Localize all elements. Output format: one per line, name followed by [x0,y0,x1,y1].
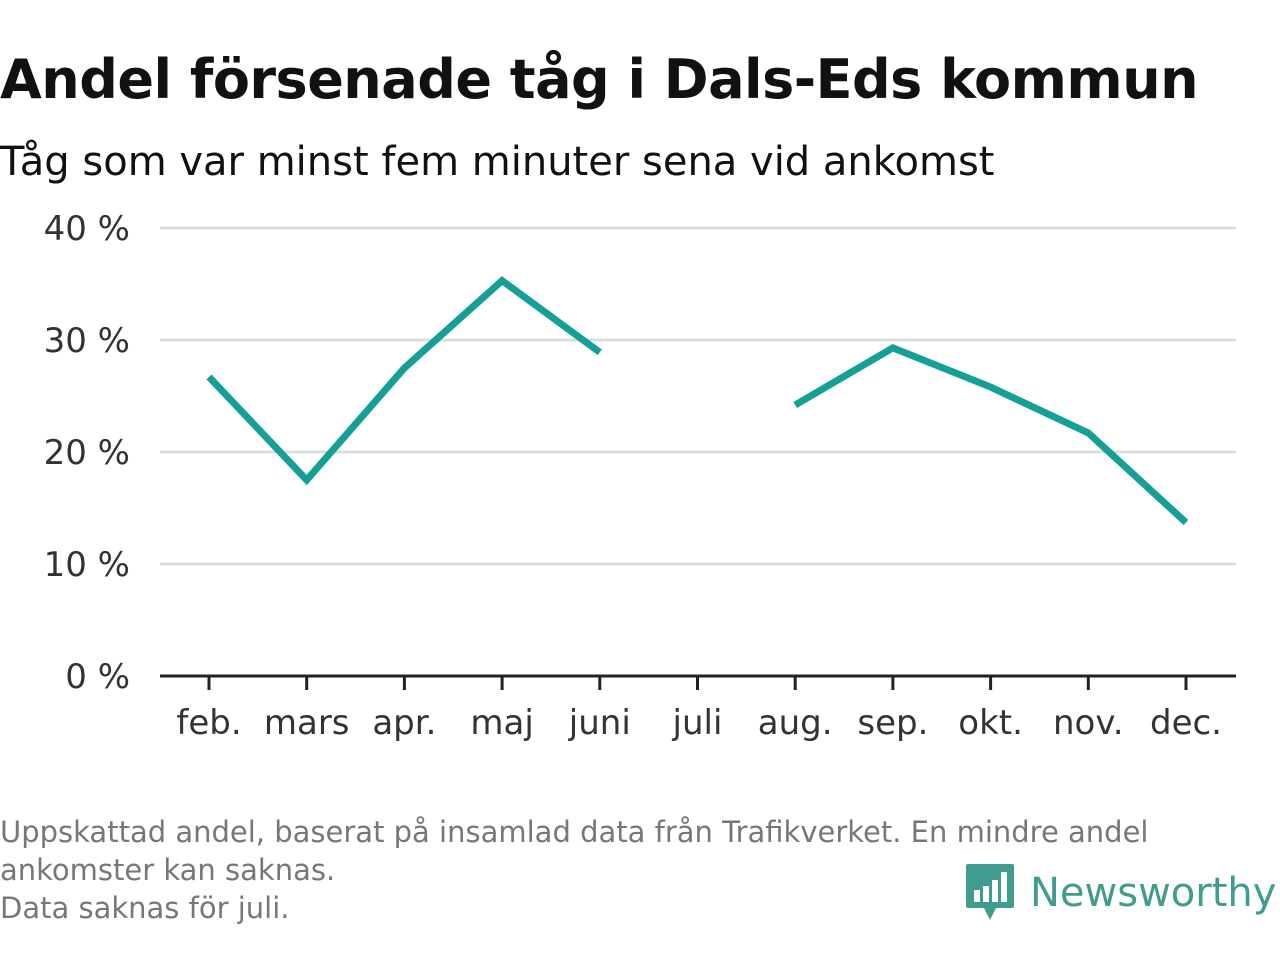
series-line [206,276,602,486]
series-line [793,343,1189,526]
x-tick-label: feb. [176,703,241,743]
y-tick-label: 30 % [44,321,130,361]
x-tick-label: aug. [758,703,833,743]
chart-subtitle: Tåg som var minst fem minuter sena vid a… [0,139,995,185]
y-tick-label: 0 % [65,657,130,697]
footnote-line-1: Uppskattad andel, baserat på insamlad da… [0,815,1149,849]
x-tick-label: juli [672,703,723,743]
footnote: Uppskattad andel, baserat på insamlad da… [0,813,1270,927]
x-tick-label: dec. [1150,703,1222,743]
gridlines [160,226,1236,566]
x-tick-label: nov. [1053,703,1124,743]
brand-name: Newsworthy [1030,870,1277,916]
line-chart: 0 % 10 % 20 % 30 % 40 % feb. mars apr. maj juni j… [44,209,1236,743]
x-tick-label: juni [568,703,631,743]
x-tick-label: okt. [958,703,1023,743]
newsworthy-logo-icon [966,864,1014,920]
chart-title: Andel försenade tåg i Dals-Eds kommun [0,48,1199,111]
x-tick-label: apr. [372,703,436,743]
y-tick-label: 40 % [44,209,130,249]
data-series [206,276,1189,526]
x-axis-tick-labels: feb. mars apr. maj juni juli aug. sep. okt. nov. d… [176,703,1222,743]
x-tick-label: maj [470,703,533,743]
x-axis [160,674,1236,690]
y-tick-label: 20 % [44,433,130,473]
x-tick-label: mars [264,703,350,743]
footnote-line-3: Data saknas för juli. [0,891,290,925]
y-tick-label: 10 % [44,545,130,585]
brand-logo: Newsworthy [964,862,1276,924]
footnote-line-2: ankomster kan saknas. [0,853,336,887]
x-tick-label: sep. [857,703,928,743]
y-axis-tick-labels: 0 % 10 % 20 % 30 % 40 % [44,209,130,697]
